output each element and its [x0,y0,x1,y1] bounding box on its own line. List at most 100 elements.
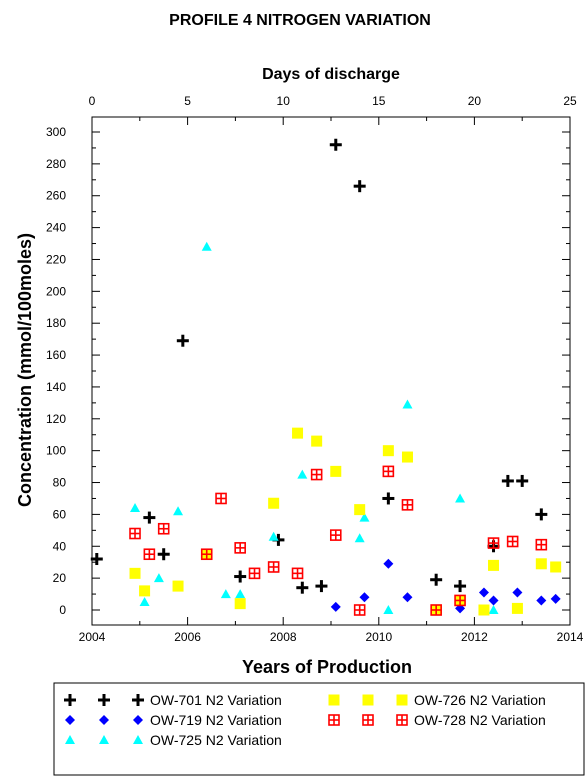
x-axis-title: Years of Production [242,657,412,677]
data-point-diamond [402,592,413,603]
data-point-diamond [512,587,523,598]
y-tick-label: 300 [46,125,66,139]
legend: OW-701 N2 Variation OW-719 N2 Variation OW… [64,692,546,748]
data-point-diamond [550,593,561,604]
data-point-triangle [268,531,279,541]
y-tick-label: 0 [59,603,66,617]
x2-tick-label: 0 [89,94,96,108]
y-tick-label: 200 [46,284,66,298]
data-point-cross-v [300,581,304,594]
data-point-diamond-shape [330,601,341,612]
data-point-diamond-shape [383,558,394,569]
legend-marker-boxplus [396,714,408,726]
data-point-cross [315,580,328,593]
legend-marker-diamond [133,715,143,725]
data-point-triangle [235,589,246,599]
data-point-square [268,497,280,509]
x2-tick-label: 20 [468,94,482,108]
data-point-cross [157,548,170,561]
legend-box [53,682,585,776]
legend-marker-cross-v [136,694,140,706]
x-tick-label: 2004 [79,630,106,644]
data-point-boxplus [200,548,213,561]
y-tick-label: 260 [46,189,66,203]
data-point-square-shape [330,465,342,477]
data-point-triangle [455,493,466,503]
legend-marker-diamond-shape [65,715,75,725]
data-point-cross [234,570,247,583]
data-point-square-shape [382,445,394,457]
data-point-cross [516,474,529,487]
data-point-square [535,558,547,570]
data-point-square [234,598,246,610]
data-point-square [511,602,523,614]
data-point-diamond-shape [402,592,413,603]
data-point-triangle-shape [354,533,365,543]
data-point-cross [501,474,514,487]
data-point-boxplus [454,594,466,607]
data-point-square-shape [535,558,547,570]
data-point-triangle [130,503,141,513]
y-tick-label: 120 [46,412,66,426]
data-point-boxplus [248,567,261,580]
data-point-triangle [488,605,499,614]
data-point-square [172,580,184,592]
data-point-triangle [354,533,365,543]
top-axis-title: Days of discharge [262,66,400,83]
data-point-triangle [173,506,184,516]
legend-marker-cross [98,694,110,706]
legend-marker-cross [64,694,76,706]
data-point-square-shape [550,561,562,573]
data-point-cross [143,511,156,524]
y-tick-label: 60 [53,507,67,521]
data-point-triangle-shape [130,503,141,513]
data-point-boxplus [487,537,500,549]
data-point-cross-v [434,573,438,586]
legend-marker-diamond-shape [133,715,143,725]
data-point-square [550,561,562,573]
legend-label: OW-725 N2 Variation [150,732,282,748]
chart-marks: 2004 2006 2008 2010 2012 2014 0 5 10 15 20 25 0 20 40 6… [46,94,584,644]
data-point-square-shape [172,580,184,592]
data-point-boxplus [329,529,342,541]
x2-tick-label: 15 [372,94,386,108]
data-point-diamond [330,601,341,612]
legend-label: OW-719 N2 Variation [150,712,282,728]
data-point-diamond [383,558,394,569]
data-point-square [382,445,394,457]
data-point-square [292,427,304,439]
data-point-cross [329,138,342,151]
y-tick-label: 160 [46,348,66,362]
legend-marker-cross-v [68,694,72,706]
data-point-cross [272,533,285,546]
data-point-cross-v [162,548,166,561]
legend-marker-diamond-shape [99,715,109,725]
data-point-boxplus [234,542,246,554]
data-point-triangle-shape [220,589,231,599]
data-point-boxplus [129,527,141,540]
data-point-triangle-shape [297,469,308,479]
data-point-triangle-shape [383,605,394,614]
data-point-square-shape [268,497,280,509]
data-point-square [488,559,500,571]
data-point-cross-v [358,180,362,193]
legend-marker-triangle [99,735,109,744]
legend-marker-triangle [65,735,75,744]
legend-marker-triangle-shape [99,735,109,744]
data-point-square-shape [401,451,413,463]
data-point-boxplus [157,522,170,535]
data-point-square [311,435,323,447]
legend-marker-square-shape [396,694,408,706]
legend-marker-square [362,694,374,706]
data-point-square-shape [478,604,490,616]
data-point-cross-v [181,334,185,347]
data-point-square [129,567,141,579]
data-point-square [478,604,490,616]
legend-marker-triangle-shape [65,735,75,744]
data-point-cross [382,492,395,505]
data-point-square-shape [511,602,523,614]
data-point-cross [535,508,548,521]
x-tick-label: 2012 [461,630,488,644]
data-point-triangle-shape [139,597,150,607]
